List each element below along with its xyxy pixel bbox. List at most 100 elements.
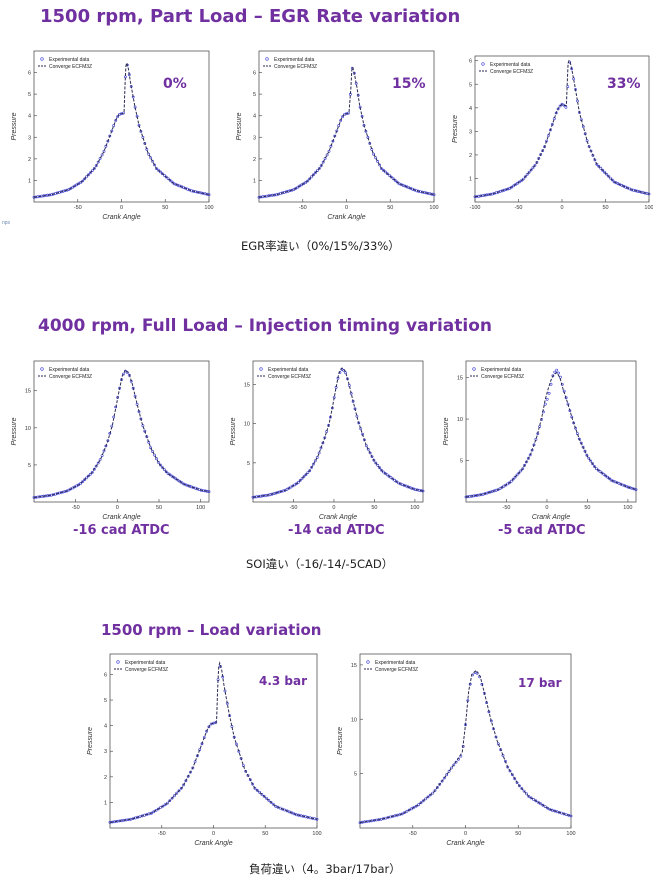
- legend-swatch-point: [481, 62, 485, 66]
- data-point: [426, 795, 430, 799]
- data-point: [90, 169, 94, 173]
- data-point: [162, 468, 166, 471]
- data-point: [108, 432, 112, 435]
- data-point: [433, 789, 437, 792]
- data-point: [83, 177, 87, 181]
- data-point: [166, 472, 170, 476]
- data-point: [529, 168, 533, 172]
- data-point: [306, 179, 310, 183]
- data-point: [98, 157, 102, 160]
- data-point: [421, 799, 425, 803]
- data-point: [596, 468, 600, 472]
- data-point: [395, 180, 399, 184]
- data-point: [170, 474, 174, 478]
- chart-svg: -50 0 50 100 5 10 15 Crank Angle Pressure Experim…: [11, 360, 211, 521]
- x-tick-label: 100: [644, 205, 653, 211]
- x-tick-label: -50: [515, 205, 523, 211]
- data-point: [313, 459, 317, 463]
- chart-svg: -100 -50 0 50 100 1 2 3 4 5 6 Pressure Experimental …: [452, 55, 653, 211]
- data-point: [94, 464, 98, 468]
- legend-entry: Experimental data: [375, 660, 416, 666]
- x-axis-label: Crank Angle: [327, 214, 365, 221]
- data-point: [85, 175, 88, 179]
- data-point: [517, 784, 521, 788]
- x-tick-label: 0: [545, 505, 548, 511]
- y-tick-label: 5: [469, 82, 472, 88]
- y-tick-label: 1: [28, 178, 31, 184]
- data-point: [308, 177, 312, 181]
- data-point: [153, 163, 157, 167]
- data-point: [378, 466, 382, 470]
- x-axis-label: Crank Angle: [446, 840, 484, 847]
- data-point: [75, 183, 79, 187]
- data-point: [591, 462, 595, 466]
- legend-swatch-point: [40, 367, 44, 371]
- legend-entry: Experimental data: [274, 57, 315, 63]
- x-tick-label: 50: [584, 505, 590, 511]
- data-point: [533, 164, 537, 167]
- data-point: [589, 459, 593, 463]
- data-point: [176, 478, 180, 482]
- y-tick-label: 4: [104, 724, 107, 730]
- tag-egr-15: 15%: [392, 76, 426, 92]
- data-point: [127, 373, 131, 377]
- y-tick-label: 5: [104, 698, 107, 704]
- caption-soi: SOI違い（-16/-14/-5CAD）: [246, 557, 394, 571]
- data-point: [515, 473, 519, 477]
- tag-egr-33: 33%: [607, 76, 641, 92]
- data-point: [417, 803, 421, 807]
- data-point: [560, 382, 564, 386]
- data-point: [419, 801, 423, 805]
- x-tick-label: 0: [120, 205, 123, 211]
- data-point: [189, 770, 192, 774]
- chart-panel-egr-33: -100 -50 0 50 100 1 2 3 4 5 6 Pressure Experimental …: [449, 52, 653, 222]
- data-point: [391, 177, 395, 181]
- y-axis-label: Pressure: [87, 727, 94, 755]
- legend-swatch-point: [259, 367, 263, 371]
- data-point: [521, 177, 525, 181]
- data-point: [521, 467, 525, 471]
- y-axis-label: Pressure: [236, 112, 243, 140]
- data-point: [79, 482, 83, 485]
- data-point: [543, 402, 547, 406]
- data-point: [292, 188, 296, 191]
- series-line-simulation: [109, 661, 318, 823]
- data-point: [592, 465, 596, 468]
- legend-swatch-point: [472, 367, 476, 371]
- data-point: [557, 371, 561, 375]
- data-point: [553, 370, 557, 374]
- data-point: [302, 475, 306, 478]
- data-point: [160, 465, 164, 469]
- data-point: [327, 149, 331, 153]
- data-point: [510, 773, 514, 777]
- data-point: [564, 396, 568, 400]
- y-tick-label: 6: [28, 71, 31, 77]
- data-point: [569, 814, 573, 818]
- y-tick-label: 15: [244, 383, 250, 389]
- legend-entry: Converge ECFM3Z: [49, 374, 92, 380]
- data-point: [393, 178, 397, 182]
- data-point: [412, 805, 416, 809]
- data-point: [164, 175, 168, 179]
- y-tick-label: 15: [351, 663, 357, 669]
- data-point: [525, 792, 528, 796]
- x-tick-label: 50: [162, 205, 168, 211]
- data-point: [298, 184, 302, 188]
- x-tick-label: 100: [566, 831, 575, 837]
- y-tick-label: 15: [25, 389, 31, 395]
- data-point: [381, 168, 385, 172]
- data-point: [267, 798, 271, 802]
- data-point: [168, 799, 172, 803]
- tag-soi-14: -14 cad ATDC: [288, 523, 385, 538]
- chart-panel-egr-15: -50 0 50 100 1 2 3 4 5 6 Crank Angle Pressure Experi…: [233, 47, 439, 222]
- y-tick-label: 10: [244, 422, 250, 428]
- legend-entry: Converge ECFM3Z: [274, 64, 317, 70]
- chart-panel-egr-0: -50 0 50 100 1 2 3 4 5 6 Crank Angle Pressure Experi…: [8, 47, 214, 222]
- legend-entry: Experimental data: [481, 367, 522, 373]
- data-point: [155, 167, 158, 171]
- data-point: [410, 807, 414, 811]
- data-point: [312, 462, 315, 466]
- data-point: [447, 769, 451, 773]
- data-point: [395, 480, 399, 484]
- data-point: [517, 471, 521, 475]
